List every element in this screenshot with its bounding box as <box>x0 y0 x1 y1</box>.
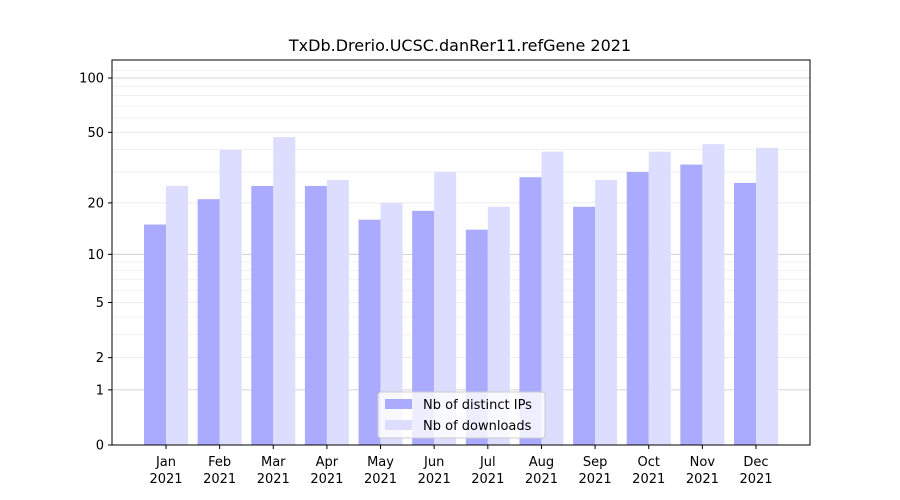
bar-distinct-ips-sep <box>573 206 596 445</box>
legend-box <box>377 391 546 439</box>
y-axis: 0 1 2 5 10 20 50 100 <box>79 72 112 454</box>
y-tick-label: 2 <box>96 351 104 366</box>
bar-distinct-ips-feb <box>197 199 220 445</box>
x-axis: Jan 2021 Feb 2021 Mar 2021 Apr 2021 May 2021 Jun 20… <box>149 445 773 487</box>
x-tick-label-month: Jul <box>479 455 496 470</box>
y-tick-label: 50 <box>87 126 104 141</box>
x-tick-label-year: 2021 <box>257 472 290 487</box>
x-tick-label-year: 2021 <box>579 472 612 487</box>
legend-swatch <box>385 420 412 430</box>
plot-frame <box>111 59 811 446</box>
bar-downloads-sep <box>595 180 618 445</box>
bar-distinct-ips-apr <box>304 185 327 445</box>
x-tick-label-year: 2021 <box>149 472 182 487</box>
x-tick-label-month: Apr <box>316 455 339 470</box>
bar-downloads-aug <box>541 151 564 445</box>
x-tick-label-year: 2021 <box>525 472 558 487</box>
bar-distinct-ips-aug <box>519 177 542 446</box>
bar-downloads-mar <box>273 137 296 445</box>
x-tick-label-month: Sep <box>583 455 608 470</box>
x-tick-label-month: May <box>367 455 394 470</box>
x-tick-label-year: 2021 <box>739 472 772 487</box>
y-tick-label: 10 <box>87 248 104 263</box>
y-tick-label: 5 <box>96 296 104 311</box>
chart-title: TxDb.Drerio.UCSC.danRer11.refGene 2021 <box>288 36 631 55</box>
bar-downloads-oct <box>648 151 671 445</box>
bar-distinct-ips-mar <box>251 185 274 445</box>
bar-distinct-ips-jun <box>412 210 435 445</box>
x-tick-label-month: Jan <box>155 455 176 470</box>
bar-distinct-ips-oct <box>626 171 649 445</box>
y-tick-label: 0 <box>96 439 104 454</box>
x-tick-label-month: Nov <box>690 455 716 470</box>
x-tick-label-month: Mar <box>261 455 286 470</box>
x-tick-label-year: 2021 <box>471 472 504 487</box>
bar-downloads-may <box>380 202 403 445</box>
x-tick-label-year: 2021 <box>686 472 719 487</box>
bar-distinct-ips-dec <box>734 182 756 445</box>
bar-downloads-feb <box>219 149 242 445</box>
bar-distinct-ips-may <box>358 219 381 445</box>
x-tick-label-year: 2021 <box>364 472 397 487</box>
x-tick-label-year: 2021 <box>418 472 451 487</box>
bar-distinct-ips-nov <box>680 164 703 445</box>
bar-distinct-ips-jul <box>465 229 488 445</box>
x-tick-label-year: 2021 <box>310 472 343 487</box>
legend: Nb of distinct IPs Nb of downloads <box>377 391 546 439</box>
y-tick-label: 1 <box>96 383 104 398</box>
bar-downloads-nov <box>702 144 725 445</box>
x-tick-label-month: Feb <box>208 455 231 470</box>
bar-downloads-jun <box>434 171 457 445</box>
x-tick-label-month: Oct <box>637 455 659 470</box>
bar-downloads-apr <box>326 180 349 445</box>
x-tick-label-year: 2021 <box>203 472 236 487</box>
legend-label: Nb of downloads <box>423 419 532 434</box>
bar-downloads-jul <box>487 206 510 445</box>
x-tick-label-year: 2021 <box>632 472 665 487</box>
legend-label: Nb of distinct IPs <box>423 398 532 413</box>
legend-swatch <box>385 399 412 409</box>
x-tick-label-month: Jun <box>423 455 444 470</box>
x-tick-label-month: Dec <box>743 455 768 470</box>
x-tick-label-month: Aug <box>529 455 554 470</box>
bar-distinct-ips-jan <box>144 224 166 445</box>
y-tick-label: 20 <box>87 196 104 211</box>
bars <box>144 137 778 446</box>
bar-downloads-dec <box>756 147 778 445</box>
bar-downloads-jan <box>166 185 188 445</box>
y-tick-label: 100 <box>79 72 104 87</box>
